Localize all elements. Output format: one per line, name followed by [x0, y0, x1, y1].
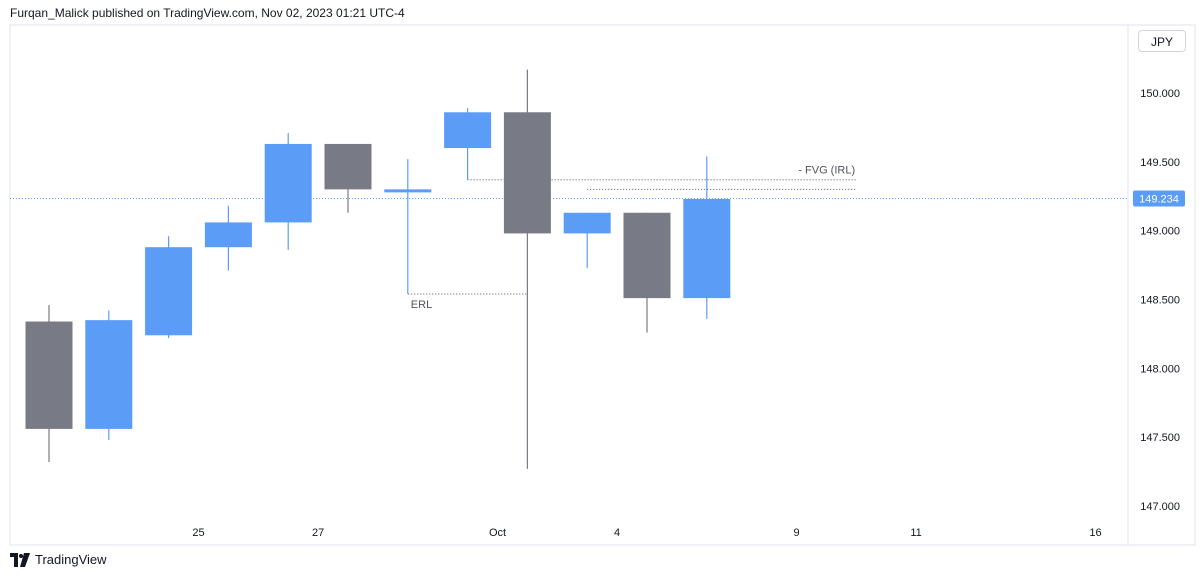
- candle-body: [563, 212, 611, 234]
- candle: [384, 159, 432, 294]
- fvg-label: - FVG (IRL): [798, 165, 855, 177]
- erl-label: ERL: [411, 299, 432, 311]
- time-tick-label: 27: [312, 527, 324, 539]
- candle-body: [85, 320, 133, 429]
- tradingview-logo-icon: [10, 552, 30, 567]
- time-tick-label: 11: [910, 527, 921, 539]
- candle-body: [145, 247, 193, 336]
- candle: [145, 236, 193, 339]
- current-price-badge: [1133, 190, 1185, 207]
- price-axis: 147.000 147.500 148.000 148.500 149.000 149.5…: [1133, 88, 1185, 513]
- price-tick-label: 148.000: [1140, 363, 1180, 375]
- currency-button[interactable]: JPY: [1138, 30, 1186, 52]
- candle: [623, 212, 671, 333]
- time-tick-label: Oct: [489, 527, 506, 539]
- time-tick-label: 25: [192, 527, 204, 539]
- price-tick-label: 149.500: [1140, 157, 1180, 169]
- price-tick-label: 149.000: [1140, 226, 1180, 238]
- tradingview-brand-label: TradingView: [35, 552, 107, 567]
- publisher-caption: Furqan_Malick published on TradingView.c…: [10, 6, 405, 20]
- annotation-layer: ERL - FVG (IRL): [408, 165, 857, 311]
- candle: [563, 212, 611, 268]
- candle: [444, 108, 492, 180]
- time-tick-label: 16: [1089, 527, 1101, 539]
- candles-layer: [25, 69, 731, 469]
- candle: [85, 310, 133, 440]
- candle-body: [25, 321, 73, 429]
- price-tick-label: 147.500: [1140, 432, 1180, 444]
- candle: [324, 143, 372, 213]
- candle: [683, 156, 731, 319]
- price-tick-label: 150.000: [1140, 88, 1180, 100]
- candle: [264, 132, 312, 250]
- time-tick-label: 9: [793, 527, 799, 539]
- time-tick-label: 4: [614, 527, 620, 539]
- candle-body: [384, 189, 432, 193]
- candle-body: [623, 212, 671, 299]
- footer-brand[interactable]: TradingView: [10, 552, 107, 567]
- candle: [204, 205, 252, 271]
- chart-frame: [9, 24, 1196, 546]
- candle: [25, 305, 73, 462]
- time-axis: 25 27 Oct 4 9 11 16: [192, 527, 1101, 539]
- candle-body: [683, 199, 731, 299]
- current-price-label: 149.234: [1139, 193, 1179, 205]
- price-tick-label: 147.000: [1140, 501, 1180, 513]
- price-tick-label: 148.500: [1140, 295, 1180, 307]
- candle-body: [444, 112, 492, 149]
- plot-border: [9, 24, 1196, 546]
- candle-body: [264, 143, 312, 223]
- candle-body: [324, 143, 372, 190]
- candle-body: [204, 222, 252, 248]
- candle: [503, 69, 551, 469]
- candle-body: [503, 112, 551, 234]
